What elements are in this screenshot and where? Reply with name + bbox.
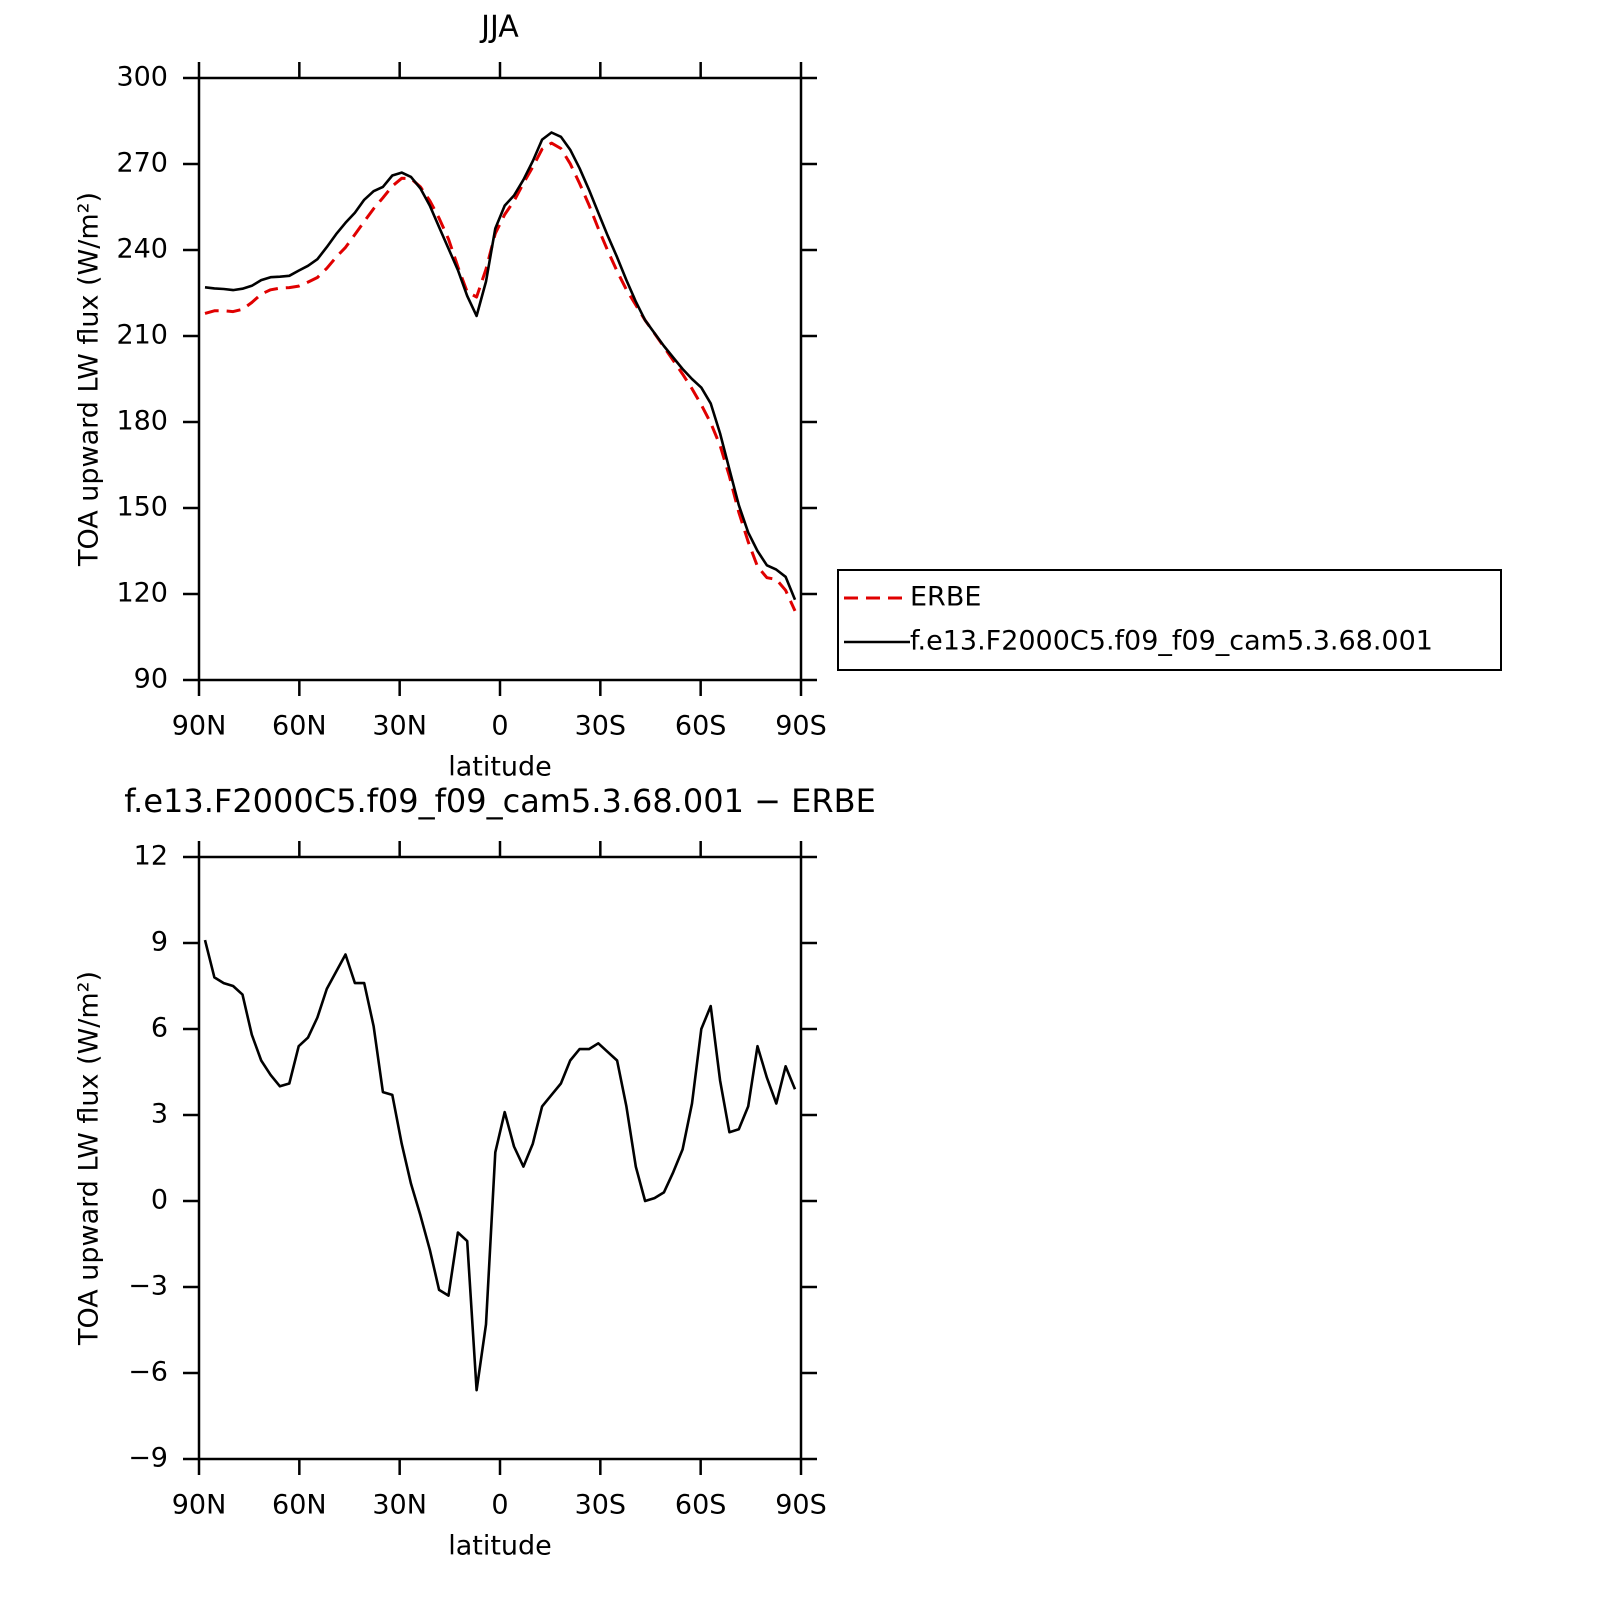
data-line bbox=[204, 131, 797, 601]
x-tick-label: 0 bbox=[491, 711, 508, 742]
x-tick-label: 90N bbox=[172, 711, 227, 742]
x-tick-label: 0 bbox=[491, 1490, 508, 1521]
y-tick-label: 9 bbox=[151, 927, 168, 958]
y-tick-label: −9 bbox=[128, 1443, 168, 1474]
y-tick-label: 0 bbox=[151, 1185, 168, 1216]
chart-title: JJA bbox=[479, 10, 519, 45]
x-tick-label: 60S bbox=[675, 1490, 727, 1521]
x-tick-label: 90N bbox=[172, 1490, 227, 1521]
x-tick-label: 30S bbox=[575, 1490, 627, 1521]
x-tick-label: 90S bbox=[775, 1490, 827, 1521]
y-tick-label: 300 bbox=[116, 62, 168, 93]
x-tick-label: 90S bbox=[775, 711, 827, 742]
x-tick-label: 60N bbox=[272, 1490, 327, 1521]
y-tick-label: 150 bbox=[116, 492, 168, 523]
y-tick-label: 210 bbox=[116, 320, 168, 351]
x-tick-label: 60N bbox=[272, 711, 327, 742]
y-tick-label: 3 bbox=[151, 1099, 168, 1130]
legend-box bbox=[837, 569, 1502, 671]
y-tick-label: 240 bbox=[116, 234, 168, 265]
y-axis-label: TOA upward LW flux (W/m²) bbox=[74, 192, 105, 567]
y-tick-label: 12 bbox=[134, 841, 168, 872]
plot-frame bbox=[197, 76, 803, 682]
y-tick-label: 120 bbox=[116, 578, 168, 609]
x-axis-label: latitude bbox=[448, 1531, 552, 1562]
legend-label: ERBE bbox=[910, 582, 981, 613]
x-tick-label: 30S bbox=[575, 711, 627, 742]
x-tick-label: 30N bbox=[372, 711, 427, 742]
y-tick-label: 6 bbox=[151, 1013, 168, 1044]
chart-title: f.e13.F2000C5.f09_f09_cam5.3.68.001 − ER… bbox=[124, 782, 876, 820]
legend-label: f.e13.F2000C5.f09_f09_cam5.3.68.001 bbox=[910, 626, 1433, 657]
y-tick-label: −6 bbox=[128, 1357, 168, 1388]
x-tick-label: 30N bbox=[372, 1490, 427, 1521]
y-axis-label: TOA upward LW flux (W/m²) bbox=[74, 971, 105, 1346]
y-tick-label: −3 bbox=[128, 1271, 168, 1302]
data-line bbox=[204, 141, 797, 612]
plot-frame bbox=[197, 855, 803, 1461]
x-axis-label: latitude bbox=[448, 752, 552, 783]
y-tick-label: 270 bbox=[116, 148, 168, 179]
data-line bbox=[203, 939, 797, 1392]
x-tick-label: 60S bbox=[675, 711, 727, 742]
y-tick-label: 90 bbox=[134, 664, 168, 695]
y-tick-label: 180 bbox=[116, 406, 168, 437]
